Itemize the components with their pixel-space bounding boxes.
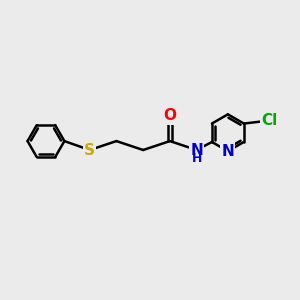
Text: N: N xyxy=(190,142,203,158)
Text: Cl: Cl xyxy=(261,113,277,128)
Text: N: N xyxy=(221,144,234,159)
Text: H: H xyxy=(191,152,202,165)
Text: S: S xyxy=(84,142,95,158)
Text: O: O xyxy=(164,108,176,123)
